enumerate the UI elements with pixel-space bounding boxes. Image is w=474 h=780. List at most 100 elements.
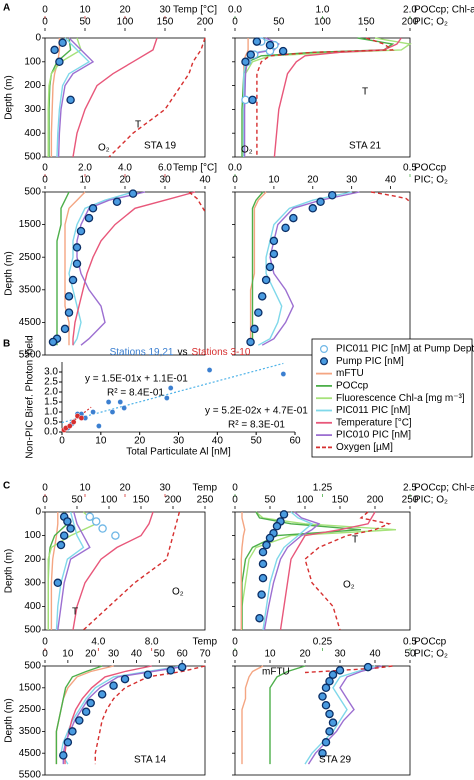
x-tick-label: 0: [232, 175, 238, 186]
pump-point: [53, 578, 63, 588]
profile-line: [251, 191, 264, 346]
x-axis-label: Temp [°C]: [173, 5, 217, 16]
y-tick-label: 2.0: [44, 387, 58, 398]
x-tick-label: 30: [108, 649, 120, 660]
x-tick-label: 150: [157, 17, 174, 28]
x-tick-label: 2.0: [78, 163, 92, 174]
pump-point: [128, 189, 138, 198]
x-tick-label: 0: [42, 5, 48, 16]
title-part: Stations 19,21: [110, 347, 174, 358]
fit-r2: R² = 8.4E-01: [107, 388, 164, 399]
x-tick-label: 20: [134, 436, 146, 447]
y-tick-label: 200: [24, 80, 41, 91]
profile-line: [269, 665, 306, 765]
x-tick-label: 150: [332, 495, 349, 506]
y-tick-label: 100: [24, 530, 41, 541]
x-tick-label: 0: [42, 483, 48, 494]
profile-line: [72, 37, 158, 158]
pump-point: [281, 223, 290, 233]
pump-point: [68, 727, 77, 736]
profile-line: [108, 37, 206, 158]
x-tick-label: 20: [85, 649, 97, 660]
pump-point: [88, 204, 98, 213]
pic011-pump-point: [111, 531, 120, 540]
legend-label: mFTU: [336, 368, 364, 379]
x-tick-label: 250: [197, 495, 214, 506]
x-tick-label: 0.5: [403, 163, 417, 174]
y-tick-label: 1500: [19, 682, 42, 693]
y-axis-label: Non-PIC Biref. Photon Yield: [25, 335, 36, 458]
y-tick-label: 100: [24, 56, 41, 67]
profile-line: [72, 191, 196, 346]
profile-line: [304, 665, 393, 674]
scatter-point: [164, 395, 170, 401]
pic011-pump-point: [98, 524, 107, 533]
pic011-pump-point: [241, 95, 250, 105]
fit-equation: y = 5.2E-02x + 4.7E-01: [205, 406, 308, 417]
pump-point: [246, 50, 255, 59]
y-tick-label: 400: [24, 601, 41, 612]
y-axis-label: Depth (m): [4, 549, 15, 593]
x-tick-label: 0: [42, 163, 48, 174]
pump-point: [246, 337, 255, 347]
x-tick-label: 0: [232, 495, 238, 506]
panel-label: C: [3, 481, 10, 492]
profile-line: [249, 191, 267, 346]
scatter-point: [96, 423, 102, 429]
legend-label: Fluorescence Chl-a [mg m⁻³]: [336, 393, 465, 404]
x-tick-label: 50: [71, 495, 83, 506]
pump-point: [328, 718, 338, 727]
profile-line: [241, 665, 264, 765]
x-tick-label: 250: [402, 495, 419, 506]
station-title: STA 21: [349, 141, 381, 152]
x-tick-label: 0: [232, 17, 238, 28]
profile-line: [55, 665, 103, 765]
annotation: T: [72, 607, 78, 618]
profile-line: [241, 37, 395, 157]
annotation: mFTU: [262, 667, 290, 678]
annotation: T: [135, 120, 141, 131]
x-tick-label: 10: [79, 5, 91, 16]
x-tick-label: 100: [101, 495, 118, 506]
pump-point: [166, 666, 175, 675]
x-tick-label: 100: [117, 17, 134, 28]
pump-point: [60, 324, 70, 334]
x-tick-label: 30: [346, 175, 358, 186]
x-tick-label: 0.5: [403, 637, 417, 648]
x-axis-label: PIC; O₂: [414, 495, 448, 506]
x-tick-label: 30: [173, 436, 185, 447]
x-tick-label: 0: [42, 495, 48, 506]
scatter-point: [167, 385, 174, 391]
legend-label: Oxygen [µM]: [336, 442, 393, 453]
x-tick-label: 40: [385, 175, 397, 186]
x-tick-label: 20: [119, 483, 131, 494]
x-axis-label: POCcp; Chl-a: [414, 5, 474, 16]
x-tick-label: 0: [42, 17, 48, 28]
x-axis-label: POCcp: [414, 637, 447, 648]
station-title: STA 19: [144, 141, 176, 152]
profile-line: [304, 511, 392, 631]
y-tick-label: 3500: [19, 726, 42, 737]
x-tick-label: 0.0: [228, 163, 242, 174]
pump-point: [66, 524, 75, 533]
x-tick-label: 40: [199, 175, 211, 186]
plot-frame: [234, 37, 411, 158]
x-tick-label: 30: [159, 5, 171, 16]
y-tick-label: 0: [35, 33, 41, 44]
pump-point: [59, 751, 68, 760]
pump-point: [112, 197, 122, 207]
y-tick-label: 3500: [19, 284, 42, 295]
annotation: T: [362, 87, 368, 98]
y-axis-label: Depth (m): [4, 698, 15, 742]
profile-line: [72, 511, 154, 631]
x-tick-label: 50: [404, 649, 416, 660]
x-tick-label: 40: [131, 649, 143, 660]
legend-label: Pump PIC [nM]: [336, 356, 404, 367]
pump-point: [325, 709, 334, 719]
pump-point: [308, 204, 318, 213]
profile-line: [57, 37, 95, 158]
x-tick-label: 4.0: [118, 163, 132, 174]
profile-line: [273, 37, 402, 158]
plot-frame: [44, 511, 206, 631]
